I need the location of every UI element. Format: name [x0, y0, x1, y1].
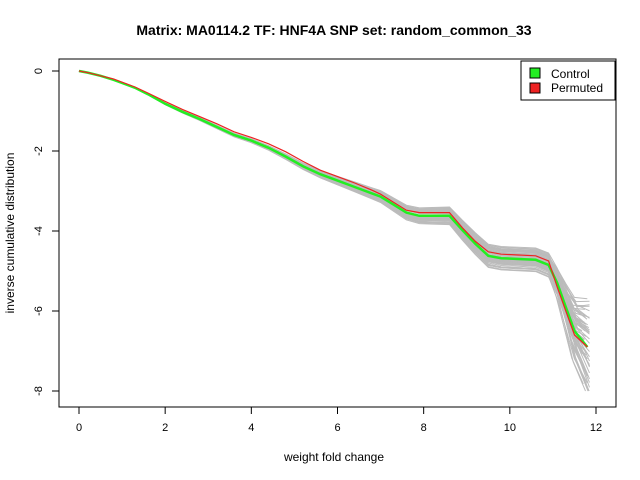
x-tick-label: 2 [162, 422, 168, 434]
y-tick-label: -6 [33, 306, 45, 316]
background-permutation-line [78, 70, 584, 370]
background-permutation-line [78, 70, 590, 383]
y-tick-label: 0 [33, 68, 45, 74]
background-permutation-line [78, 70, 590, 335]
background-permutation-line [78, 70, 590, 318]
legend-label-control: Control [551, 67, 590, 81]
series-lines [78, 69, 589, 348]
background-permutation-line [78, 70, 585, 341]
background-permutation-line [78, 70, 590, 344]
background-permutation-line [78, 70, 590, 319]
background-permutation-line [78, 70, 585, 323]
x-tick-label: 12 [590, 422, 602, 434]
background-permutation-line [78, 70, 590, 334]
background-permutation-line [78, 70, 590, 340]
background-permutation-line [78, 70, 590, 312]
y-tick-label: -4 [33, 226, 45, 236]
background-permutation-line [78, 70, 590, 331]
plot-frame [58, 58, 617, 408]
background-permutation-line [78, 70, 590, 392]
background-permutation-line [78, 70, 590, 380]
background-permutation-line [78, 70, 587, 328]
background-permutation-line [78, 70, 589, 392]
x-axis: 0 2 4 6 8 10 12 [76, 406, 602, 434]
series-line-control [78, 69, 589, 348]
background-permutation-line [78, 70, 587, 325]
background-permutation-line [78, 70, 588, 320]
background-permutation-line [78, 70, 590, 362]
y-tick-label: -8 [33, 386, 45, 396]
background-permutation-line [78, 70, 588, 360]
background-permutation-line [78, 70, 587, 359]
background-permutation-line [78, 70, 590, 352]
background-permutation-line [78, 70, 587, 373]
background-permutation-line [78, 70, 586, 332]
background-permutation-line [78, 70, 588, 354]
background-lines [78, 70, 590, 392]
background-permutation-line [78, 70, 586, 317]
background-permutation-line [78, 70, 584, 342]
background-permutation-line [78, 70, 586, 325]
background-permutation-line [78, 70, 586, 392]
x-tick-label: 0 [76, 422, 82, 434]
series-line-permuted [78, 70, 588, 348]
legend-label-permuted: Permuted [551, 81, 603, 95]
background-permutation-line [78, 70, 590, 368]
x-axis-label: weight fold change [283, 450, 384, 464]
chart-title: Matrix: MA0114.2 TF: HNF4A SNP set: rand… [136, 22, 531, 38]
background-permutation-line [78, 70, 583, 332]
legend-swatch-control [529, 67, 541, 79]
background-permutation-line [78, 70, 588, 384]
background-permutation-line [78, 70, 583, 366]
x-tick-label: 4 [248, 422, 254, 434]
x-tick-label: 6 [334, 422, 340, 434]
legend: Control Permuted [520, 60, 616, 101]
background-permutation-line [78, 70, 585, 317]
background-permutation-line [78, 70, 584, 328]
background-permutation-line [78, 70, 590, 333]
background-permutation-line [78, 70, 589, 377]
background-permutation-line [78, 70, 590, 308]
background-permutation-line [78, 70, 590, 358]
background-permutation-line [78, 70, 590, 367]
background-permutation-line [78, 70, 585, 340]
background-permutation-line [78, 70, 590, 329]
background-permutation-line [78, 70, 590, 367]
background-permutation-line [78, 70, 585, 310]
background-permutation-line [78, 70, 587, 356]
legend-swatch-permuted [529, 82, 541, 94]
y-axis: 0 -2 -4 -6 -8 [33, 68, 60, 396]
background-permutation-line [78, 70, 590, 374]
background-permutation-line [78, 70, 588, 326]
background-permutation-line [78, 70, 590, 365]
background-permutation-line [78, 70, 590, 307]
background-permutation-line [78, 70, 585, 356]
background-permutation-line [78, 70, 584, 385]
x-tick-label: 10 [504, 422, 516, 434]
background-permutation-line [78, 70, 586, 319]
y-tick-label: -2 [33, 146, 45, 156]
background-permutation-line [78, 70, 590, 388]
background-permutation-line [78, 70, 587, 337]
background-permutation-line [78, 70, 587, 329]
y-axis-label: inverse cumulative distribution [3, 153, 17, 314]
x-tick-label: 8 [421, 422, 427, 434]
background-permutation-line [78, 70, 590, 392]
background-permutation-line [78, 70, 583, 355]
